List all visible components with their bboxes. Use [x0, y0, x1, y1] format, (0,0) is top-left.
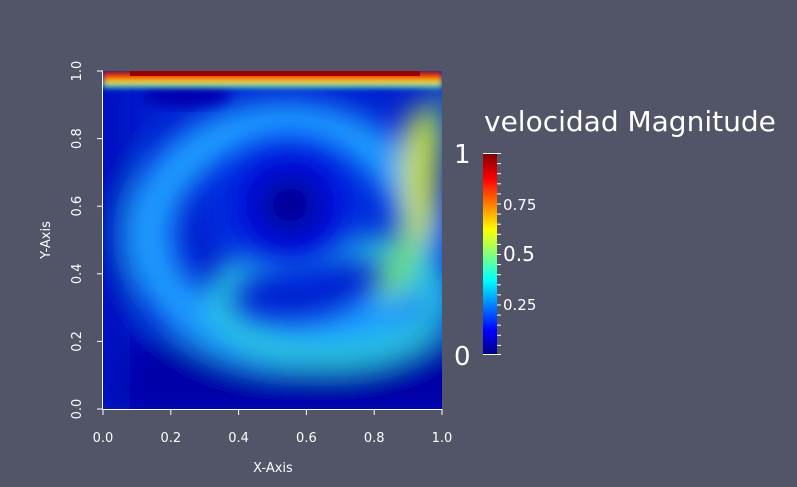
x-tick-label: 0.8: [364, 431, 385, 446]
x-tick-marks: [102, 409, 443, 415]
y-axis-title: Y-Axis: [39, 221, 54, 260]
y-tick-label: 0.2: [70, 331, 85, 352]
y-tick-label: 0.0: [70, 399, 85, 420]
y-tick-label: 0.6: [70, 196, 85, 217]
x-tick-label: 0.2: [160, 431, 181, 446]
y-tick-label: 1.0: [70, 61, 85, 82]
velocity-field: [103, 71, 442, 409]
colorbar-ticks: [483, 153, 501, 355]
x-tick-label: 0.0: [93, 431, 114, 446]
x-tick-labels: 0.0 0.2 0.4 0.6 0.8 1.0: [93, 431, 453, 446]
x-axis-title: X-Axis: [253, 461, 293, 476]
x-tick-label: 1.0: [432, 431, 453, 446]
y-tick-label: 0.8: [70, 128, 85, 149]
color-legend: velocidad Magnitude 1 0 0.: [454, 105, 776, 372]
colorbar-gradient: [483, 153, 497, 355]
colorbar-label: 0.5: [503, 242, 535, 266]
colorbar-max-label: 1: [454, 140, 471, 170]
y-tick-label: 0.4: [70, 263, 85, 284]
colorbar-title: velocidad Magnitude: [484, 105, 776, 138]
colorbar-min-label: 0: [454, 342, 471, 372]
colorbar-label: 0.25: [503, 296, 536, 314]
x-tick-label: 0.4: [228, 431, 249, 446]
y-tick-marks: [97, 70, 103, 410]
x-tick-label: 0.6: [296, 431, 317, 446]
y-tick-labels: 0.0 0.2 0.4 0.6 0.8 1.0: [70, 61, 85, 420]
colorbar-label: 0.75: [503, 196, 536, 214]
